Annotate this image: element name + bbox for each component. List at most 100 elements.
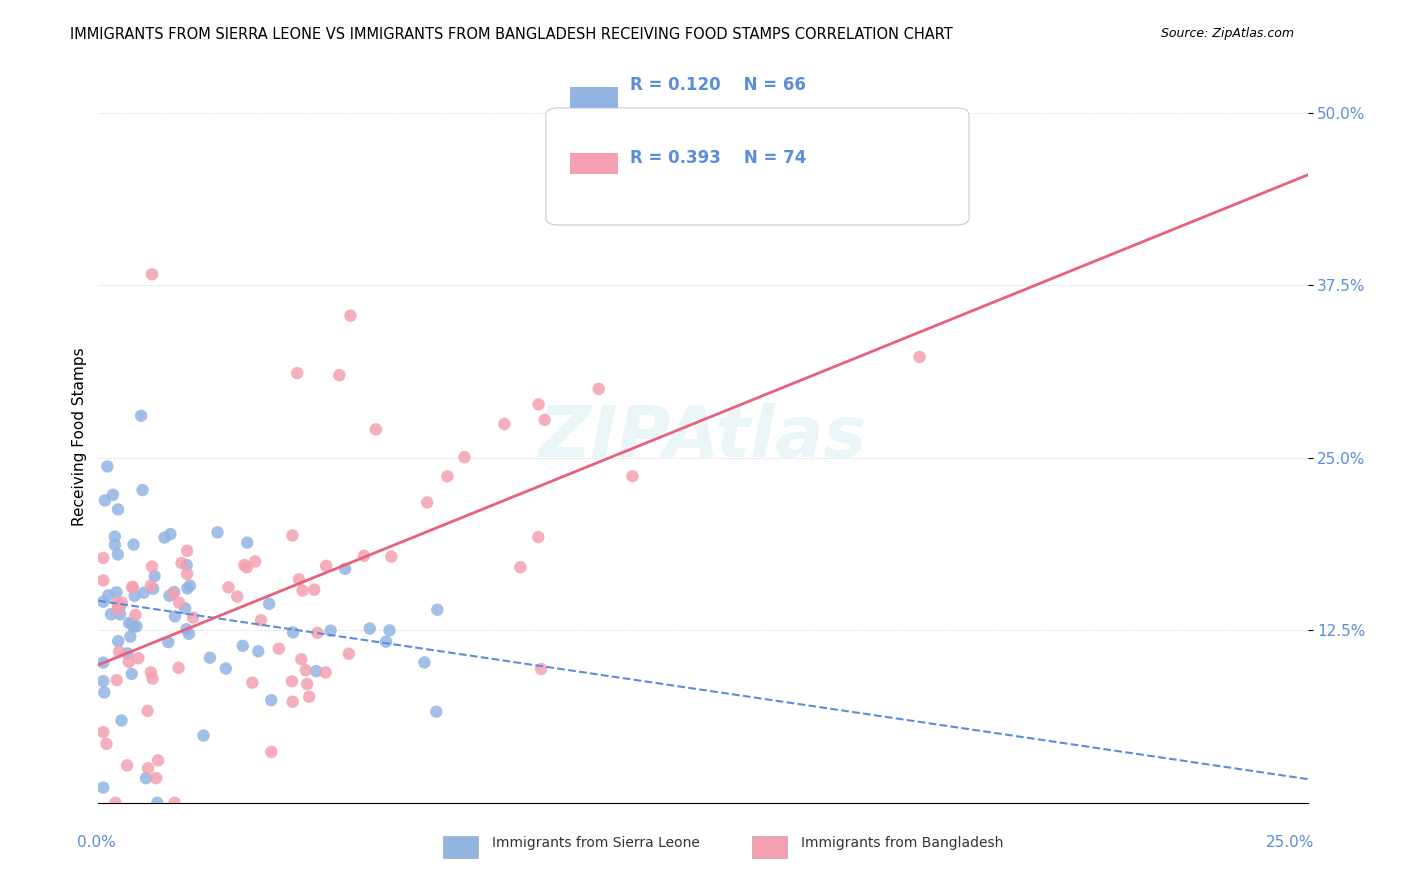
- Point: [176, 622, 198, 636]
- Point: [125, 619, 148, 633]
- Point: [908, 350, 931, 364]
- Point: [157, 635, 180, 649]
- Point: [115, 758, 138, 772]
- Point: [533, 413, 555, 427]
- Point: [105, 673, 128, 687]
- Text: ZIPAtlas: ZIPAtlas: [538, 402, 868, 472]
- Point: [337, 647, 360, 661]
- Point: [425, 705, 447, 719]
- Point: [121, 667, 143, 681]
- Point: [167, 596, 190, 610]
- Point: [207, 525, 229, 540]
- Point: [162, 586, 184, 600]
- Point: [426, 603, 449, 617]
- Point: [243, 554, 266, 568]
- Point: [247, 644, 270, 658]
- Point: [319, 624, 342, 638]
- Point: [302, 582, 325, 597]
- Point: [122, 619, 145, 633]
- Point: [281, 625, 304, 640]
- Point: [305, 664, 328, 678]
- Point: [117, 646, 139, 660]
- Point: [101, 488, 124, 502]
- Point: [176, 566, 198, 581]
- Point: [236, 535, 259, 549]
- Point: [93, 685, 115, 699]
- Point: [333, 562, 356, 576]
- Point: [143, 569, 166, 583]
- Point: [530, 662, 553, 676]
- Point: [118, 655, 141, 669]
- Text: Immigrants from Sierra Leone: Immigrants from Sierra Leone: [492, 836, 700, 850]
- Point: [91, 656, 114, 670]
- Point: [110, 714, 132, 728]
- Point: [295, 677, 318, 691]
- Point: [104, 530, 127, 544]
- Point: [177, 627, 200, 641]
- Text: 25.0%: 25.0%: [1267, 836, 1315, 850]
- Point: [226, 590, 249, 604]
- Point: [215, 661, 238, 675]
- FancyBboxPatch shape: [546, 108, 969, 225]
- Point: [96, 737, 118, 751]
- Point: [291, 583, 314, 598]
- Point: [181, 610, 204, 624]
- Y-axis label: Receiving Food Stamps: Receiving Food Stamps: [72, 348, 87, 526]
- Point: [588, 382, 610, 396]
- Point: [257, 597, 280, 611]
- Point: [198, 650, 221, 665]
- Point: [315, 665, 337, 680]
- Point: [413, 656, 436, 670]
- Point: [193, 729, 215, 743]
- Point: [509, 560, 531, 574]
- Point: [121, 616, 143, 631]
- Point: [146, 753, 169, 767]
- Point: [121, 580, 143, 594]
- Point: [288, 573, 311, 587]
- Text: Source: ZipAtlas.com: Source: ZipAtlas.com: [1160, 27, 1294, 40]
- Point: [378, 624, 401, 638]
- Point: [91, 594, 114, 608]
- Point: [100, 607, 122, 622]
- Point: [218, 580, 240, 594]
- Point: [353, 549, 375, 563]
- Point: [153, 531, 176, 545]
- Point: [232, 639, 254, 653]
- Point: [141, 559, 163, 574]
- Point: [146, 796, 169, 810]
- Text: R = 0.393    N = 74: R = 0.393 N = 74: [630, 149, 807, 167]
- Point: [136, 704, 159, 718]
- Point: [315, 558, 337, 573]
- Point: [108, 644, 131, 658]
- Point: [281, 695, 304, 709]
- Point: [236, 560, 259, 574]
- Point: [179, 579, 201, 593]
- Point: [233, 558, 256, 572]
- Point: [124, 589, 146, 603]
- Point: [135, 771, 157, 785]
- FancyBboxPatch shape: [569, 87, 619, 108]
- Point: [285, 366, 308, 380]
- Point: [141, 267, 163, 281]
- Point: [416, 495, 439, 509]
- Point: [170, 556, 193, 570]
- Point: [105, 596, 128, 610]
- Point: [298, 690, 321, 704]
- Point: [120, 630, 142, 644]
- Point: [494, 417, 516, 431]
- Point: [132, 585, 155, 599]
- Point: [91, 674, 114, 689]
- Point: [122, 538, 145, 552]
- Point: [97, 588, 120, 602]
- Point: [107, 548, 129, 562]
- Point: [281, 528, 304, 542]
- Point: [167, 661, 190, 675]
- Point: [163, 585, 186, 599]
- Point: [380, 549, 402, 564]
- Point: [96, 459, 118, 474]
- Point: [176, 543, 198, 558]
- Point: [121, 581, 143, 595]
- Point: [142, 582, 165, 596]
- Point: [294, 664, 316, 678]
- Point: [290, 652, 312, 666]
